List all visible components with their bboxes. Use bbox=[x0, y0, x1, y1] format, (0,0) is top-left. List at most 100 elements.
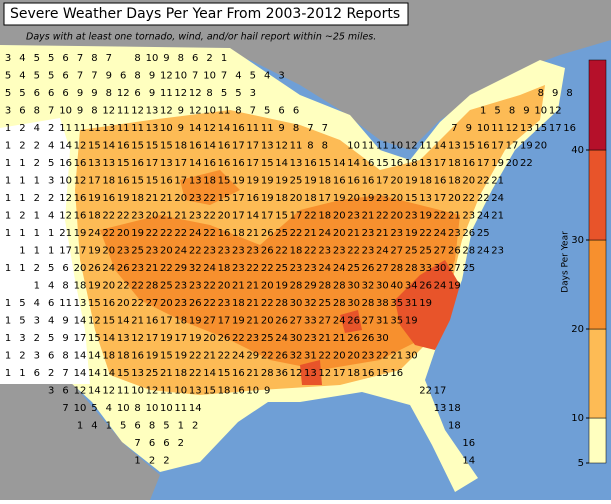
grid-label: 22 bbox=[189, 368, 202, 379]
grid-label: 23 bbox=[117, 246, 130, 257]
grid-label: 2 bbox=[34, 333, 40, 344]
grid-label: 15 bbox=[160, 351, 173, 362]
grid-label: 2 bbox=[48, 368, 54, 379]
grid-label: 1 bbox=[34, 228, 40, 239]
grid-label: 17 bbox=[146, 333, 159, 344]
grid-label: 1 bbox=[5, 141, 11, 152]
grid-label: 23 bbox=[304, 263, 317, 274]
grid-label: 5 bbox=[235, 88, 241, 99]
grid-label: 6 bbox=[48, 88, 54, 99]
grid-label: 12 bbox=[160, 71, 173, 82]
grid-label: 22 bbox=[304, 246, 317, 257]
grid-label: 17 bbox=[160, 316, 173, 327]
grid-label: 31 bbox=[376, 316, 389, 327]
grid-label: 23 bbox=[146, 246, 159, 257]
grid-label: 20 bbox=[333, 211, 346, 222]
grid-label: 20 bbox=[333, 351, 346, 362]
grid-label: 25 bbox=[275, 263, 288, 274]
grid-label: 17 bbox=[333, 368, 346, 379]
grid-label: 16 bbox=[390, 368, 403, 379]
grid-label: 24 bbox=[333, 316, 346, 327]
grid-label: 17 bbox=[434, 386, 447, 397]
grid-label: 1 bbox=[19, 176, 25, 187]
grid-label: 20 bbox=[261, 316, 274, 327]
grid-label: 13 bbox=[88, 158, 101, 169]
grid-label: 22 bbox=[246, 263, 259, 274]
colorbar-band bbox=[588, 59, 607, 151]
grid-label: 14 bbox=[203, 368, 216, 379]
grid-label: 20 bbox=[506, 158, 519, 169]
grid-label: 20 bbox=[462, 176, 475, 187]
grid-label: 16 bbox=[59, 158, 72, 169]
grid-label: 15 bbox=[275, 211, 288, 222]
grid-label: 9 bbox=[178, 123, 184, 134]
grid-label: 17 bbox=[549, 123, 562, 134]
grid-label: 23 bbox=[232, 263, 245, 274]
grid-label: 22 bbox=[477, 193, 490, 204]
level-20 bbox=[180, 170, 240, 205]
grid-label: 16 bbox=[304, 158, 317, 169]
title-box bbox=[3, 2, 409, 26]
grid-label: 17 bbox=[491, 141, 504, 152]
grid-label: 10 bbox=[59, 176, 72, 187]
grid-label: 1 bbox=[5, 193, 11, 204]
grid-label: 20 bbox=[102, 246, 115, 257]
grid-label: 20 bbox=[390, 176, 403, 187]
grid-label: 12 bbox=[74, 176, 87, 187]
colorbar-band bbox=[588, 328, 607, 419]
grid-label: 16 bbox=[333, 176, 346, 187]
grid-label: 3 bbox=[48, 386, 54, 397]
grid-label: 2 bbox=[19, 141, 25, 152]
level-20 bbox=[100, 195, 460, 370]
grid-label: 13 bbox=[74, 298, 87, 309]
grid-label: 23 bbox=[131, 211, 144, 222]
grid-label: 19 bbox=[189, 316, 202, 327]
grid-label: 19 bbox=[405, 228, 418, 239]
grid-label: 14 bbox=[117, 316, 130, 327]
grid-label: 1 bbox=[19, 263, 25, 274]
grid-label: 16 bbox=[477, 141, 490, 152]
grid-label: 12 bbox=[318, 368, 331, 379]
grid-label: 6 bbox=[293, 106, 299, 117]
grid-label: 25 bbox=[275, 228, 288, 239]
grid-label: 23 bbox=[304, 333, 317, 344]
grid-label: 28 bbox=[390, 263, 403, 274]
grid-label: 22 bbox=[131, 281, 144, 292]
grid-label: 21 bbox=[304, 228, 317, 239]
grid-label: 12 bbox=[506, 123, 519, 134]
grid-label: 16 bbox=[74, 193, 87, 204]
grid-label: 18 bbox=[405, 158, 418, 169]
grid-label: 6 bbox=[278, 106, 284, 117]
grid-label: 22 bbox=[477, 176, 490, 187]
grid-label: 13 bbox=[261, 141, 274, 152]
grid-label: 22 bbox=[160, 263, 173, 274]
grid-label: 21 bbox=[131, 316, 144, 327]
grid-label: 22 bbox=[419, 386, 432, 397]
colorbar-label: Days Per Year bbox=[561, 231, 571, 293]
grid-label: 28 bbox=[362, 298, 375, 309]
grid-label: 27 bbox=[362, 316, 375, 327]
grid-label: 14 bbox=[88, 351, 101, 362]
grid-label: 12 bbox=[405, 141, 418, 152]
grid-label: 11 bbox=[174, 403, 187, 414]
grid-label: 16 bbox=[232, 123, 245, 134]
grid-label: 8 bbox=[34, 106, 40, 117]
grid-label: 16 bbox=[117, 141, 130, 152]
grid-label: 16 bbox=[102, 298, 115, 309]
grid-label: 8 bbox=[206, 88, 212, 99]
grid-label: 23 bbox=[491, 246, 504, 257]
grid-label: 33 bbox=[304, 316, 317, 327]
grid-label: 9 bbox=[91, 88, 97, 99]
grid-label: 18 bbox=[318, 211, 331, 222]
grid-label: 14 bbox=[275, 158, 288, 169]
grid-label: 4 bbox=[235, 71, 241, 82]
grid-label: 28 bbox=[290, 281, 303, 292]
grid-label: 1 bbox=[19, 193, 25, 204]
grid-label: 22 bbox=[376, 211, 389, 222]
grid-label: 30 bbox=[405, 351, 418, 362]
grid-label: 10 bbox=[477, 123, 490, 134]
grid-label: 22 bbox=[146, 228, 159, 239]
grid-label: 10 bbox=[390, 141, 403, 152]
grid-label: 22 bbox=[203, 298, 216, 309]
grid-label: 12 bbox=[275, 141, 288, 152]
